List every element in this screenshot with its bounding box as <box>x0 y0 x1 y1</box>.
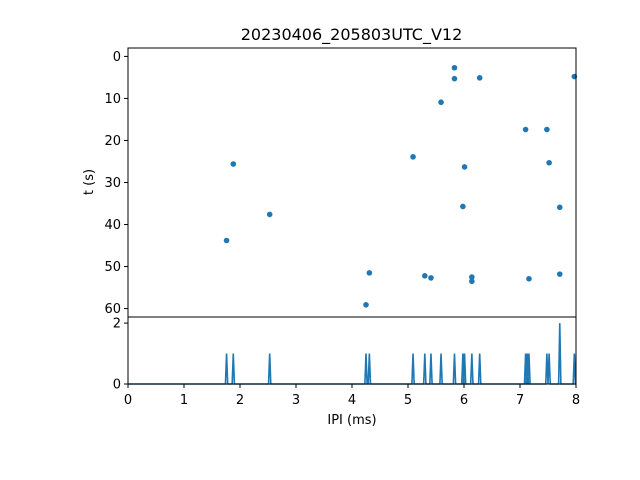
scatter-point-15 <box>476 75 483 81</box>
scatter-point-6 <box>422 273 428 279</box>
scatter-y-tick-label-0: 0 <box>113 50 121 65</box>
scatter-point-19 <box>546 159 552 166</box>
scatter-y-tick-label-50: 50 <box>104 260 121 275</box>
x-tick-label-3: 3 <box>292 393 300 408</box>
scatter-point-16 <box>522 126 529 133</box>
scatter-point-2 <box>266 211 273 218</box>
histogram-y-tick-label-0: 0 <box>113 378 121 393</box>
scatter-point-17 <box>526 275 532 282</box>
x-axis-label: IPI (ms) <box>327 413 376 428</box>
histogram-y-tick-label-2: 2 <box>113 317 121 332</box>
scatter-point-0 <box>223 237 230 244</box>
scatter-point-7 <box>428 275 434 281</box>
histogram-y-ticks: 02 <box>113 317 128 393</box>
scatter-point-14 <box>469 278 475 285</box>
scatter-point-10 <box>451 75 458 82</box>
x-tick-label-5: 5 <box>404 393 412 408</box>
scatter-point-5 <box>410 154 416 160</box>
x-tick-label-8: 8 <box>572 393 580 408</box>
scatter-panel: 0 10 20 30 40 50 60 t (s) <box>82 47 578 318</box>
scatter-point-9 <box>451 64 458 71</box>
scatter-y-tick-label-40: 40 <box>104 218 121 233</box>
scatter-y-tick-label-60: 60 <box>104 302 121 317</box>
ipi-histogram-line <box>128 323 577 385</box>
scatter-point-18 <box>544 126 550 133</box>
x-tick-label-4: 4 <box>348 393 356 408</box>
scatter-point-13 <box>469 274 475 280</box>
x-tick-label-1: 1 <box>180 393 188 408</box>
histogram-x-ticks: 0 1 2 3 4 5 6 7 8 <box>124 384 580 408</box>
scatter-y-tick-label-10: 10 <box>104 92 121 107</box>
scatter-point-8 <box>438 99 444 106</box>
scatter-point-12 <box>461 164 468 170</box>
scatter-y-axis-label: t (s) <box>82 169 97 195</box>
scatter-y-tick-label-20: 20 <box>104 134 121 149</box>
x-tick-label-2: 2 <box>236 393 244 408</box>
histogram-plot-frame <box>127 316 577 385</box>
scatter-point-3 <box>363 302 369 308</box>
scatter-point-21 <box>556 271 563 277</box>
scatter-y-tick-label-30: 30 <box>104 176 121 191</box>
scatter-point-11 <box>460 203 466 210</box>
x-tick-label-0: 0 <box>124 393 132 408</box>
chart-title: 20230406_205803UTC_V12 <box>241 25 463 45</box>
scatter-point-1 <box>230 161 237 167</box>
x-tick-label-7: 7 <box>516 393 524 408</box>
scatter-points <box>223 64 578 308</box>
scatter-y-ticks: 0 10 20 30 40 50 60 <box>104 50 128 317</box>
scatter-point-4 <box>366 270 373 276</box>
x-tick-label-6: 6 <box>460 393 468 408</box>
scatter-plot-frame <box>127 47 577 318</box>
scatter-point-20 <box>556 204 563 211</box>
